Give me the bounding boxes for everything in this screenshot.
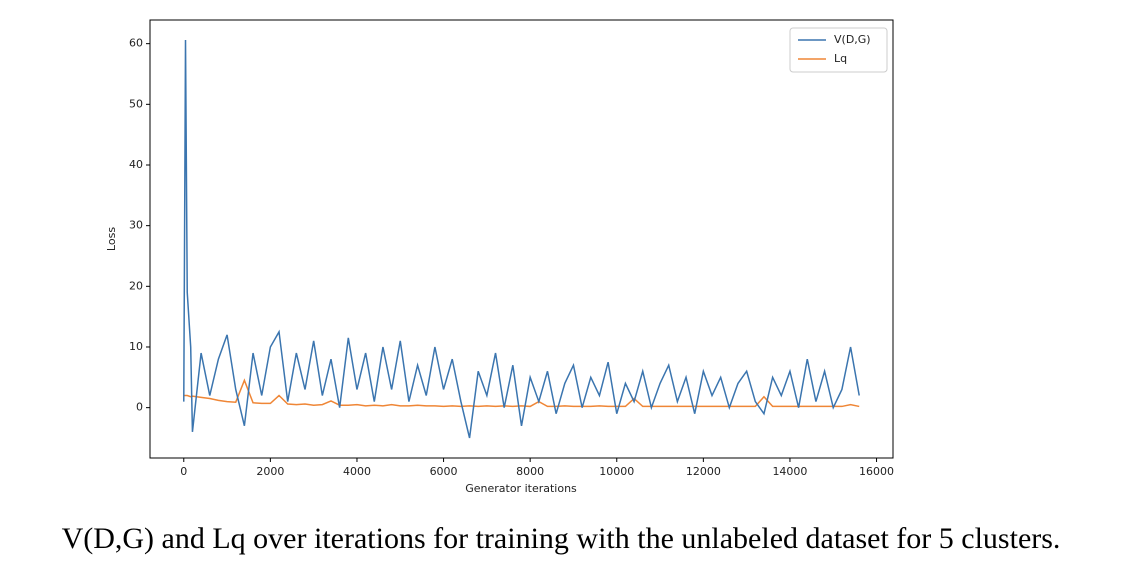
series-line xyxy=(183,378,860,408)
x-tick-label: 16000 xyxy=(859,465,894,478)
x-tick-label: 10000 xyxy=(599,465,634,478)
caption: V(D,G) and Lq over iterations for traini… xyxy=(62,522,1061,555)
x-tick-label: 14000 xyxy=(772,465,807,478)
y-tick-label: 50 xyxy=(129,97,143,110)
y-tick-label: 10 xyxy=(129,340,143,353)
x-tick-label: 4000 xyxy=(343,465,371,478)
y-tick-label: 30 xyxy=(129,219,143,232)
y-tick-label: 0 xyxy=(136,401,143,414)
x-tick-label: 12000 xyxy=(686,465,721,478)
legend-label: V(D,G) xyxy=(834,33,871,46)
x-tick-label: 6000 xyxy=(430,465,458,478)
y-axis-label: Loss xyxy=(105,227,118,251)
legend-label: Lq xyxy=(834,52,847,65)
x-tick-label: 0 xyxy=(180,465,187,478)
x-tick-label: 8000 xyxy=(516,465,544,478)
legend-box xyxy=(789,27,888,73)
x-tick-label: 2000 xyxy=(256,465,284,478)
x-axis-label: Generator iterations xyxy=(465,482,577,495)
y-tick-label: 40 xyxy=(129,158,143,171)
plot-frame xyxy=(149,19,894,459)
y-tick-label: 20 xyxy=(129,279,143,292)
series-line xyxy=(183,40,860,439)
y-tick-label: 60 xyxy=(129,37,143,50)
